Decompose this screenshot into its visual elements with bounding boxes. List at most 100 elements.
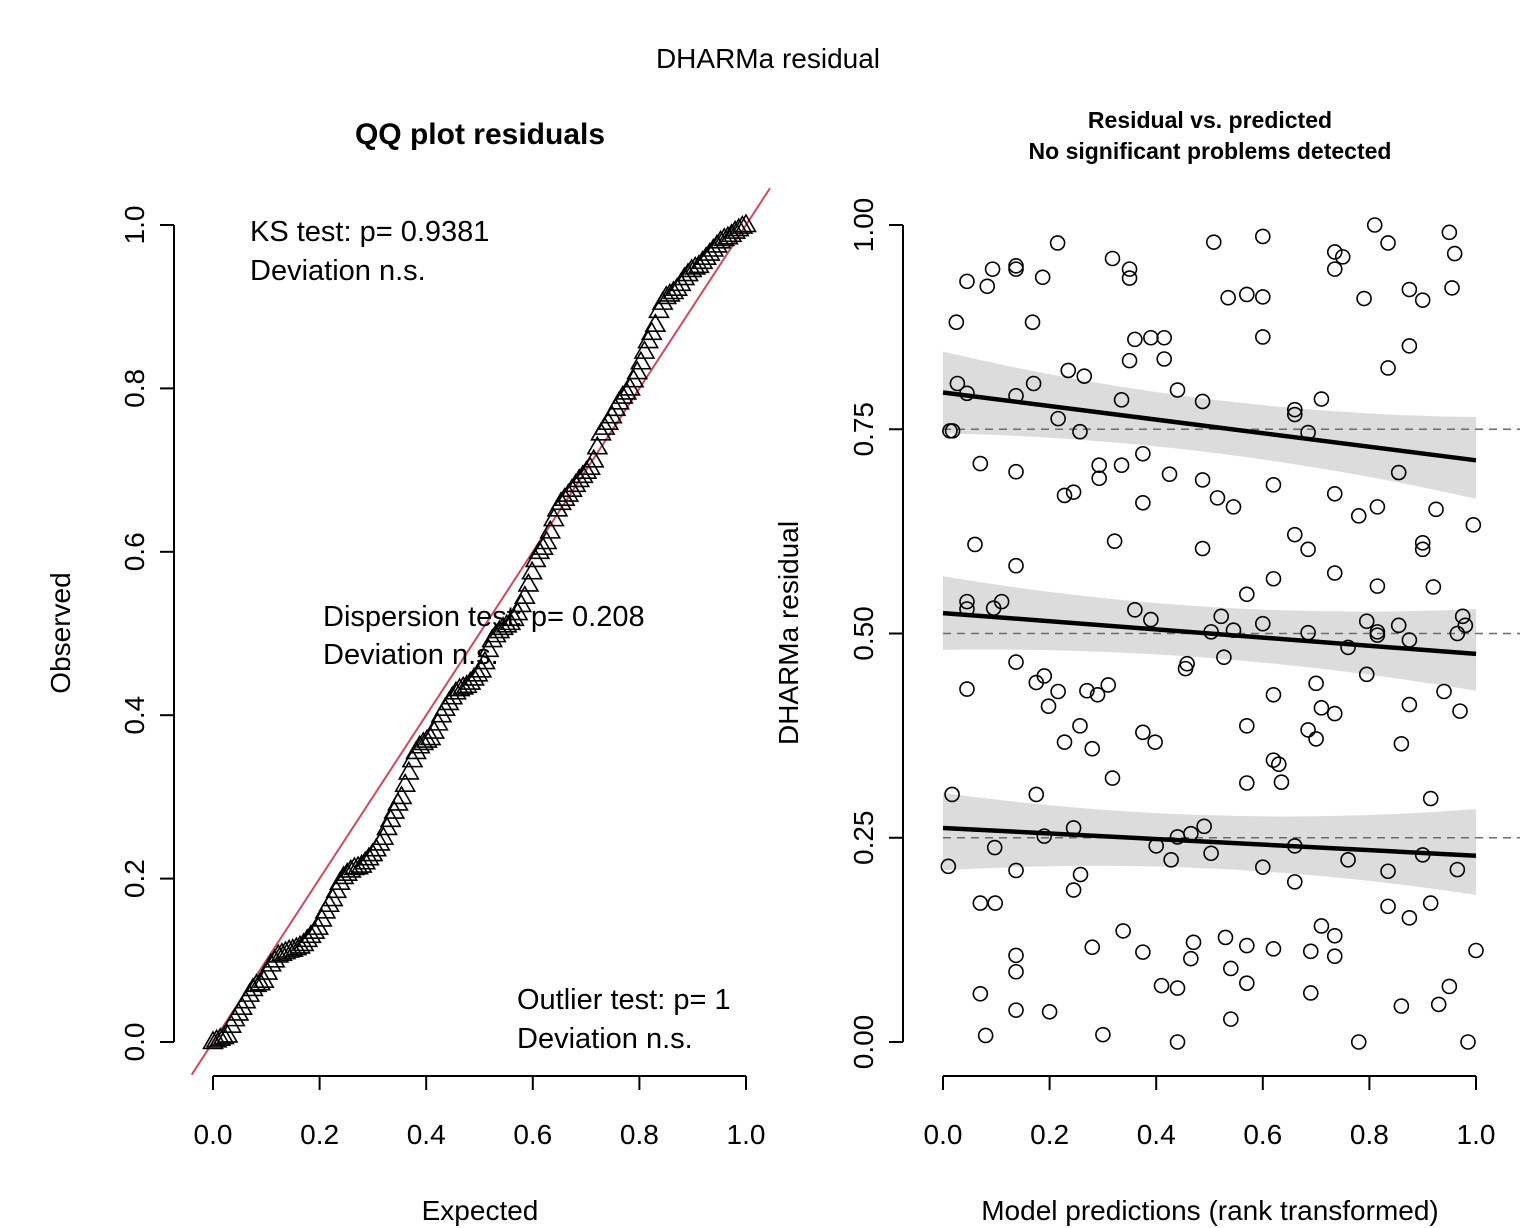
- qq-triangle-point: [394, 773, 417, 792]
- qq-plot-title: QQ plot residuals: [355, 118, 605, 151]
- residual-point: [1008, 947, 1024, 964]
- residual-point: [1430, 996, 1447, 1013]
- residual-point: [1350, 508, 1367, 524]
- residual-point: [1084, 740, 1101, 757]
- residual-point: [1428, 501, 1444, 518]
- residual-point: [1217, 929, 1234, 946]
- qq-triangle-point: [513, 585, 536, 605]
- qq-triangle-point: [278, 938, 301, 958]
- residual-point: [1065, 484, 1082, 500]
- x-tick-label: 0.6: [513, 1119, 552, 1150]
- residual-point: [1449, 625, 1466, 642]
- residual-point: [1205, 234, 1222, 250]
- qq-triangle-point: [684, 255, 707, 275]
- qq-triangle-point: [205, 1028, 228, 1048]
- residual-point: [1270, 756, 1287, 773]
- residual-point: [1340, 639, 1356, 656]
- residual-point: [1196, 818, 1212, 835]
- residual-point: [1239, 775, 1255, 791]
- residual-point: [1286, 401, 1303, 418]
- residual-point: [1169, 382, 1186, 398]
- residual-point: [1390, 464, 1407, 481]
- qq-y-axis: 0.0 0.2 0.4 0.6 0.8 1.0: [119, 206, 175, 1062]
- residual-point: [1143, 329, 1159, 346]
- qq-triangle-point: [735, 213, 757, 233]
- residual-point: [1115, 923, 1131, 939]
- residual-point: [1255, 228, 1271, 245]
- qq-triangle-point: [542, 507, 565, 527]
- qq-triangle-point: [350, 853, 373, 873]
- residual-point: [1050, 683, 1066, 700]
- qq-x-axis-label: Expected: [422, 1195, 539, 1226]
- y-tick-label: 0.75: [848, 402, 879, 457]
- residual-point: [1091, 470, 1107, 487]
- residual-point: [1358, 613, 1375, 630]
- qq-triangle-point: [528, 540, 551, 560]
- residual-point: [1350, 1034, 1367, 1050]
- residual-point: [1393, 735, 1410, 752]
- residual-point: [1414, 535, 1431, 551]
- residual-point: [1308, 675, 1324, 692]
- residual-point: [1091, 457, 1107, 473]
- qq-points: [202, 213, 757, 1050]
- x-tick-label: 1.0: [1457, 1119, 1496, 1150]
- residual-point: [1326, 244, 1343, 260]
- residual-point: [1401, 696, 1418, 713]
- residual-point: [972, 895, 989, 911]
- residual-point: [940, 858, 957, 875]
- qq-triangle-point: [209, 1027, 232, 1047]
- residual-point: [1358, 666, 1375, 683]
- qq-triangle-point: [731, 215, 754, 234]
- residual-point: [1135, 724, 1151, 741]
- residual-point: [1286, 526, 1303, 543]
- residual-point: [1040, 698, 1057, 715]
- residual-point: [1049, 235, 1066, 251]
- qq-x-axis: 0.0 0.2 0.4 0.6 0.8 1.0: [194, 1075, 766, 1150]
- qq-triangle-point: [615, 380, 638, 400]
- residual-point: [1255, 289, 1271, 305]
- residual-point: [959, 273, 975, 290]
- qq-triangle-point: [713, 227, 736, 247]
- qq-triangle-point: [727, 217, 750, 237]
- residual-point: [1121, 270, 1138, 286]
- y-tick-label: 0.0: [119, 1023, 150, 1062]
- qq-triangle-point: [535, 530, 558, 550]
- x-tick-label: 1.0: [727, 1119, 766, 1150]
- residual-point: [1216, 649, 1232, 665]
- residual-point: [1056, 487, 1073, 504]
- residual-points: [940, 217, 1484, 1050]
- residual-point: [1380, 235, 1396, 251]
- residual-point: [1265, 570, 1282, 587]
- qq-triangle-point: [212, 1025, 235, 1045]
- qq-reference-line-segment: [190, 187, 771, 1076]
- residual-point: [1169, 980, 1186, 996]
- residual-point: [944, 423, 961, 439]
- residual-point: [1286, 874, 1303, 890]
- y-tick-label: 0.8: [119, 369, 150, 408]
- qq-triangle-point: [274, 940, 297, 960]
- residual-point: [1156, 329, 1172, 346]
- qq-triangle-point: [249, 971, 272, 991]
- residual-point: [1369, 499, 1386, 515]
- qq-plot-panel: QQ plot residuals 0.0 0.2 0.4 0.6 0.8 1.0 0.0…: [45, 118, 771, 1226]
- residual-point: [1326, 261, 1343, 277]
- residual-point: [1025, 375, 1042, 392]
- residual-point: [1161, 466, 1178, 482]
- qq-triangle-point: [484, 623, 507, 643]
- residual-point: [1147, 734, 1163, 750]
- outlier-test-label: Outlier test: p= 1: [517, 984, 731, 1016]
- residual-point: [1366, 217, 1383, 233]
- residual-point: [1380, 360, 1396, 376]
- qq-triangle-point: [343, 856, 366, 876]
- qq-triangle-point: [575, 460, 598, 480]
- residual-point: [1008, 654, 1024, 670]
- residual-point: [972, 455, 989, 472]
- residual-point: [959, 681, 975, 697]
- residual-point: [1286, 406, 1303, 423]
- y-tick-label: 0.25: [848, 811, 879, 866]
- qq-triangle-point: [499, 611, 522, 631]
- residual-point: [1135, 494, 1151, 511]
- residual-point: [1106, 533, 1123, 549]
- residual-point: [1239, 286, 1255, 303]
